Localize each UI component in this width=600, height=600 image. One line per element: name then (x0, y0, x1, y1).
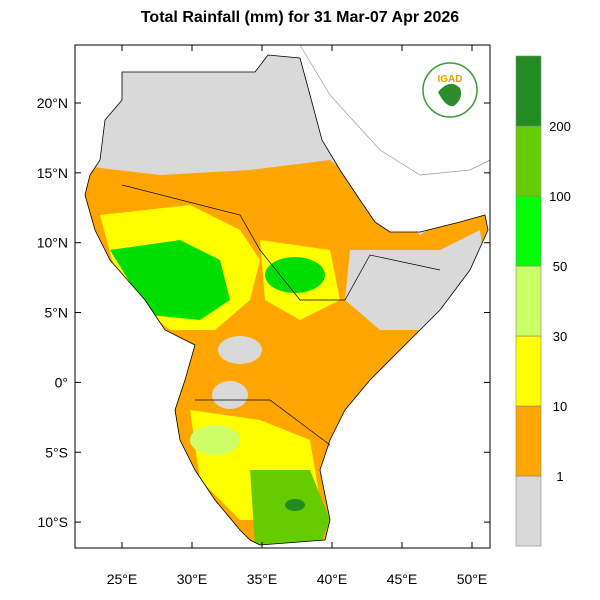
colorbar-label: 50 (553, 259, 567, 274)
rain-200plus (285, 499, 305, 511)
coastline-outside (299, 44, 491, 176)
colorbar-bin (515, 475, 542, 547)
region-outline (84, 54, 489, 546)
x-tick-label: 45°E (387, 571, 418, 587)
country-borders (121, 184, 441, 301)
rain-50-100-west (110, 240, 230, 320)
colorbar-label: 10 (553, 399, 567, 414)
x-tick-label: 50°E (457, 571, 488, 587)
colorbar-label: 100 (549, 189, 571, 204)
igad-logo: IGAD (422, 62, 478, 118)
colorbar-label: 200 (549, 119, 571, 134)
x-tick-label: 40°E (317, 571, 348, 587)
colorbar-bin (515, 125, 542, 197)
country-borders-south (195, 399, 331, 446)
dry-uganda (218, 336, 262, 364)
axis-ticks: 25°E 30°E 35°E 40°E 45°E 50°E 20°N 15°N 10°N 5°N 0… (37, 45, 490, 587)
colorbar-label: 30 (553, 329, 567, 344)
map-frame (74, 44, 491, 549)
y-tick-label: 20°N (37, 95, 68, 111)
y-tick-label: 5°S (45, 444, 68, 460)
rain-50-100-ss (265, 257, 325, 293)
x-tick-label: 25°E (107, 571, 138, 587)
x-tick-label: 35°E (247, 571, 278, 587)
colorbar-bin (515, 335, 542, 407)
dry-lake-victoria (212, 381, 248, 409)
map-title: Total Rainfall (mm) for 31 Mar-07 Apr 20… (140, 9, 460, 26)
colorbar-bin (515, 265, 542, 337)
colorbar-bin (515, 55, 542, 127)
colorbar-bin (515, 405, 542, 477)
y-tick-label: 0° (55, 374, 68, 390)
logo-text: IGAD (438, 74, 463, 85)
y-tick-label: 5°N (45, 305, 69, 321)
y-tick-label: 10°N (37, 235, 68, 251)
x-tick-label: 30°E (177, 571, 208, 587)
colorbar-bin (515, 195, 542, 267)
rain-30-50-tz (190, 425, 240, 455)
y-tick-label: 10°S (37, 514, 68, 530)
y-tick-label: 15°N (37, 165, 68, 181)
colorbar-label: 1 (556, 469, 563, 484)
colorbar: 1 10 30 50 100 200 (515, 55, 571, 547)
